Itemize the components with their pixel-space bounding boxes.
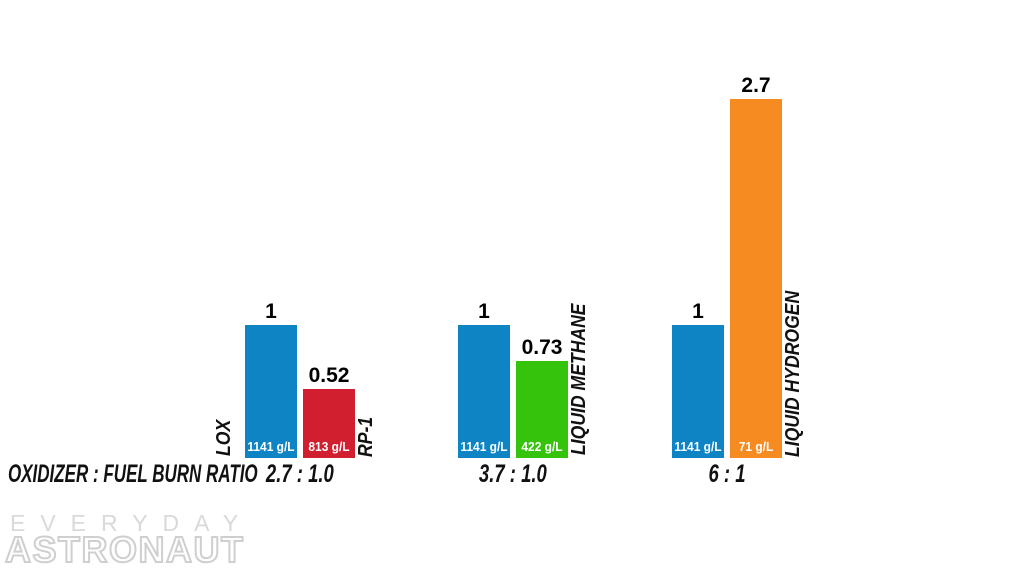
bar-rect-hydrogen: 71 g/L [730,99,782,458]
bar-rect-lox: 1141 g/L [245,325,297,458]
density-label: 1141 g/L [460,439,508,454]
bar-column-rp1: 0.52 813 g/L [303,364,355,458]
propellant-name-liquid-hydrogen: LIQUID HYDROGEN [782,290,804,457]
bar-column-methane: 0.73 422 g/L [516,336,568,458]
bar-value-label: 0.52 [308,364,350,387]
propellant-name-liquid-methane: LIQUID METHANE [568,303,590,455]
density-label: 422 g/L [521,439,563,454]
bar-column-lox-group1: 1 1141 g/L [245,300,297,458]
bar-value-label: 1 [692,300,704,323]
axis-title: OXIDIZER : FUEL BURN RATIO [8,460,375,489]
bar-column-lox-group2: 1 1141 g/L [458,300,510,458]
density-label: 71 g/L [738,439,774,454]
everyday-astronaut-logo-line1: EVERYDAY [10,510,254,536]
bar-rect-lox: 1141 g/L [458,325,510,458]
bar-value-label: 2.7 [741,74,771,97]
ratio-label-group2: 3.7 : 1.0 [479,460,547,488]
propellant-name-lox: LOX [213,419,235,456]
ratio-label-group3: 6 : 1 [708,460,746,488]
bar-column-lox-group3: 1 1141 g/L [672,300,724,458]
bar-value-label: 0.73 [521,336,563,359]
axis-title-text: OXIDIZER : FUEL BURN RATIO [8,460,258,488]
everyday-astronaut-logo-line2: ASTRONAUT [4,529,245,571]
propellant-name-rp1: RP-1 [355,416,377,457]
bar-column-hydrogen: 2.7 71 g/L [730,74,782,458]
density-label: 1141 g/L [674,439,722,454]
bar-rect-rp1: 813 g/L [303,389,355,458]
bar-value-label: 1 [265,300,277,323]
bar-rect-lox: 1141 g/L [672,325,724,458]
bar-value-label: 1 [478,300,490,323]
density-label: 1141 g/L [247,439,295,454]
ratio-label-group1: 2.7 : 1.0 [266,460,334,488]
bar-rect-methane: 422 g/L [516,361,568,458]
density-label: 813 g/L [308,439,350,454]
